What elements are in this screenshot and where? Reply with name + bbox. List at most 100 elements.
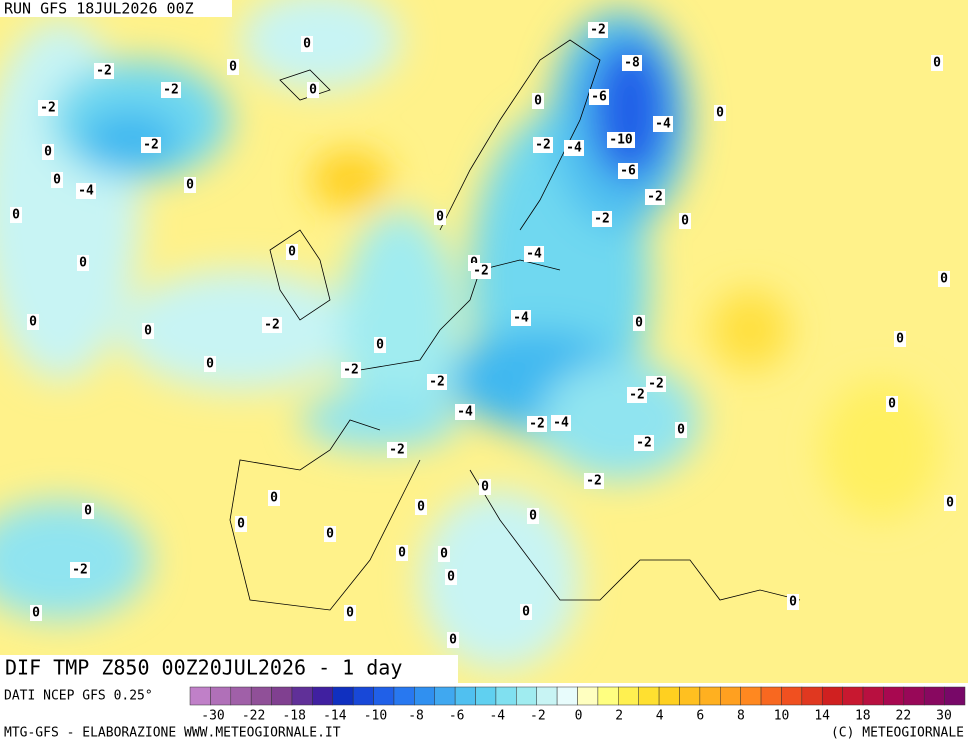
color-swatch <box>475 686 497 706</box>
colorbar-tick-label: -14 <box>323 709 347 724</box>
contour-label: 0 <box>270 491 278 506</box>
colorbar-tick-label: -4 <box>489 709 505 724</box>
colorbar-tick-label: 6 <box>696 709 704 724</box>
contour-label: 0 <box>529 509 537 524</box>
colorbar-tick-label: -18 <box>282 709 305 724</box>
color-swatch <box>250 686 272 706</box>
contour-label: -2 <box>343 363 359 378</box>
contour-label: 0 <box>346 606 354 621</box>
label-bg <box>286 244 298 260</box>
contour-label: 0 <box>84 504 92 519</box>
contour-label: -4 <box>78 184 94 199</box>
color-swatch <box>352 686 374 706</box>
contour-label: 0 <box>326 527 334 542</box>
label-bg <box>524 246 544 262</box>
contour-label: 0 <box>229 60 237 75</box>
label-bg <box>618 163 638 179</box>
contour-label: -4 <box>526 247 542 262</box>
contour-label: -2 <box>636 436 652 451</box>
map-field: -20-2 0 -8 0-2 0-2-600-40 -2 -2 -4-100 0-6-4 -20 0… <box>0 0 968 683</box>
title-bg <box>0 655 458 683</box>
header-bg <box>0 0 232 17</box>
color-swatch <box>740 686 762 706</box>
color-swatch <box>332 686 354 706</box>
contour-label: -4 <box>513 311 529 326</box>
color-swatch <box>495 686 517 706</box>
contour-label: -2 <box>647 190 663 205</box>
label-bg <box>532 93 544 109</box>
contour-label: -2 <box>535 138 551 153</box>
colorbar: -30 -22 -18 -14 -10 -8 -6 -4 -2 0 2 4 6 8 10 14 18 22 30 <box>189 686 966 724</box>
contour-label: -4 <box>566 141 582 156</box>
label-bg <box>589 89 609 105</box>
label-bg <box>551 415 571 431</box>
label-bg <box>931 55 943 71</box>
colorbar-tick-label: -6 <box>449 709 465 724</box>
color-swatch <box>291 686 313 706</box>
label-bg <box>27 314 39 330</box>
color-swatch <box>556 686 578 706</box>
color-swatch <box>414 686 435 706</box>
contour-label: -2 <box>594 212 610 227</box>
color-swatch <box>536 686 558 706</box>
contour-label: 0 <box>522 605 530 620</box>
contour-label: 0 <box>534 94 542 109</box>
contour-label: 0 <box>449 633 457 648</box>
label-bg <box>894 331 906 347</box>
label-bg <box>592 211 612 227</box>
color-swatch <box>577 686 599 706</box>
label-bg <box>301 36 313 52</box>
colorbar-tick-label: 18 <box>855 709 871 724</box>
contour-label: -10 <box>609 133 633 148</box>
contour-label: -2 <box>143 138 159 153</box>
colorbar-tick-label: -30 <box>201 709 224 724</box>
contour-label: -6 <box>620 164 636 179</box>
contour-label: -2 <box>473 264 489 279</box>
label-bg <box>938 271 950 287</box>
label-bg <box>447 632 459 648</box>
label-bg <box>455 404 475 420</box>
contour-label: 0 <box>29 315 37 330</box>
label-bg <box>584 473 604 489</box>
label-bg <box>520 604 532 620</box>
label-bg <box>142 323 154 339</box>
contour-label: -8 <box>624 56 640 71</box>
label-bg <box>82 503 94 519</box>
color-swatch <box>842 686 864 706</box>
contour-labels: -20-2 0 -8 0-2 0-2-600-40 -2 -2 -4-100 0-6-4 -20 0… <box>10 22 956 648</box>
label-bg <box>679 213 691 229</box>
contour-label: 0 <box>79 256 87 271</box>
contour-label: -4 <box>457 405 473 420</box>
contour-label: -2 <box>586 474 602 489</box>
contour-label: 0 <box>303 37 311 52</box>
label-bg <box>653 116 673 132</box>
label-bg <box>324 526 336 542</box>
label-bg <box>588 22 608 38</box>
colorbar-tick-label: -10 <box>364 709 387 724</box>
contour-label: -2 <box>72 563 88 578</box>
label-bg <box>427 374 447 390</box>
color-swatch <box>618 686 639 706</box>
label-bg <box>415 499 427 515</box>
label-bg <box>94 63 114 79</box>
contour-label: 0 <box>888 397 896 412</box>
label-bg <box>77 255 89 271</box>
color-swatch <box>760 686 782 706</box>
color-swatch <box>679 686 701 706</box>
coastlines <box>229 39 801 611</box>
footer-left: MTG-GFS - ELABORAZIONE WWW.METEOGIORNALE… <box>4 726 341 741</box>
label-bg <box>627 387 647 403</box>
footer-right: (C) METEOGIORNALE <box>831 726 964 741</box>
colorbar-tick-label: -2 <box>530 709 546 724</box>
colorbar-tick-label: 22 <box>896 709 912 724</box>
color-swatch <box>923 686 945 706</box>
contour-label: 0 <box>946 496 954 511</box>
colorbar-tick-label: 0 <box>575 709 583 724</box>
color-swatch <box>271 686 293 706</box>
label-bg <box>396 545 408 561</box>
contour-label: 0 <box>144 324 152 339</box>
label-bg <box>445 569 457 585</box>
label-bg <box>944 495 956 511</box>
contour-label: -4 <box>553 416 569 431</box>
